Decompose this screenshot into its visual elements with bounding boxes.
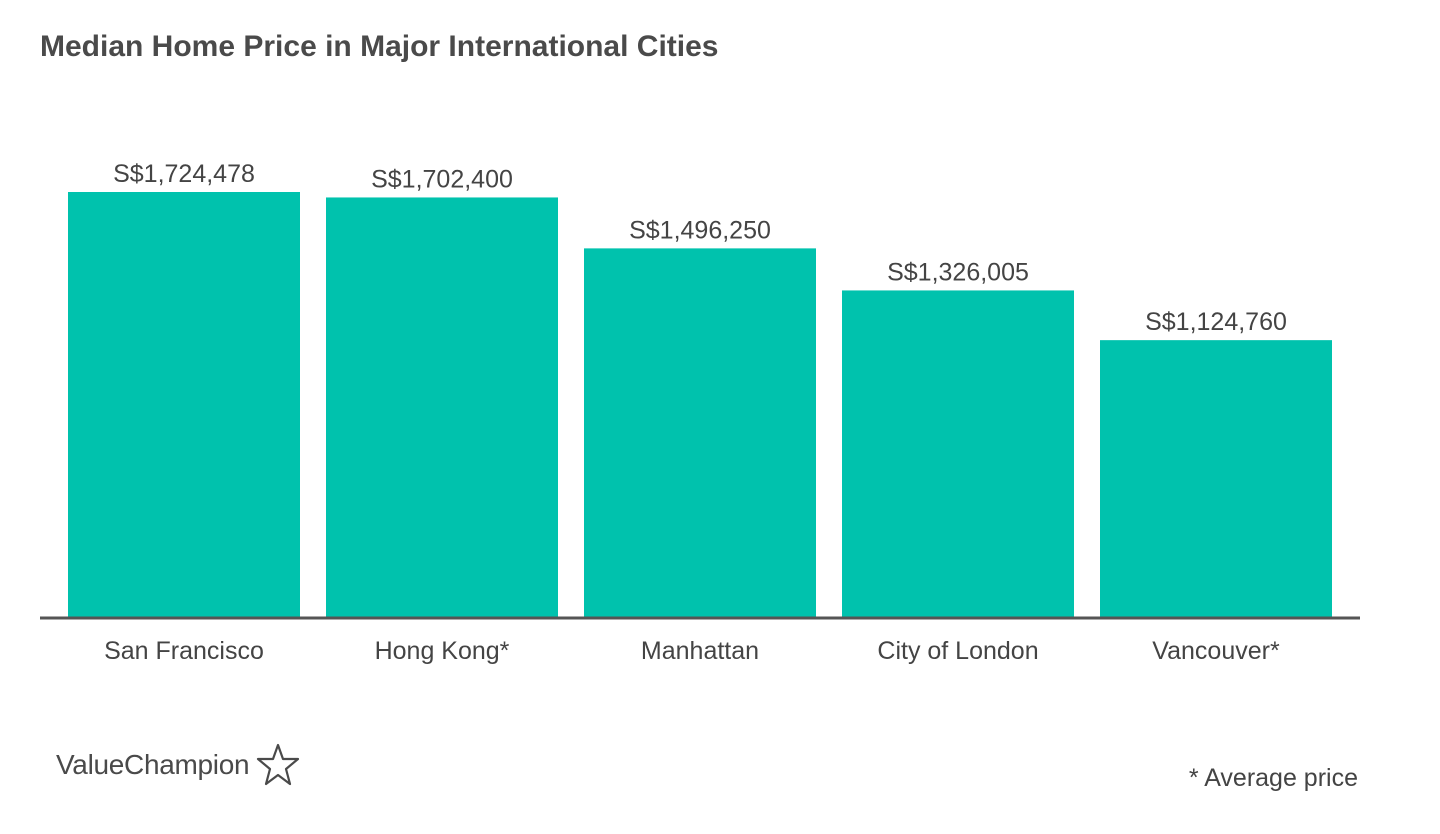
category-label: Hong Kong*	[375, 637, 510, 665]
footnote: * Average price	[1188, 764, 1358, 792]
bar	[68, 192, 300, 618]
category-label: Vancouver*	[1152, 637, 1280, 665]
brand-logo: ValueChampion	[56, 742, 301, 788]
bar	[584, 248, 816, 618]
data-label: S$1,326,005	[887, 258, 1029, 286]
star-outline-icon	[257, 743, 300, 786]
bar	[842, 290, 1074, 618]
chart-title: Median Home Price in Major International…	[40, 30, 719, 63]
category-label: San Francisco	[104, 637, 264, 665]
bar	[1100, 340, 1332, 618]
data-label: S$1,702,400	[371, 165, 513, 193]
data-label: S$1,724,478	[113, 160, 255, 188]
bar	[326, 197, 558, 618]
data-label: S$1,496,250	[629, 216, 771, 244]
category-label: City of London	[877, 637, 1038, 665]
category-label: Manhattan	[641, 637, 759, 665]
brand-name: ValueChampion	[56, 749, 250, 780]
data-label: S$1,124,760	[1145, 308, 1287, 336]
